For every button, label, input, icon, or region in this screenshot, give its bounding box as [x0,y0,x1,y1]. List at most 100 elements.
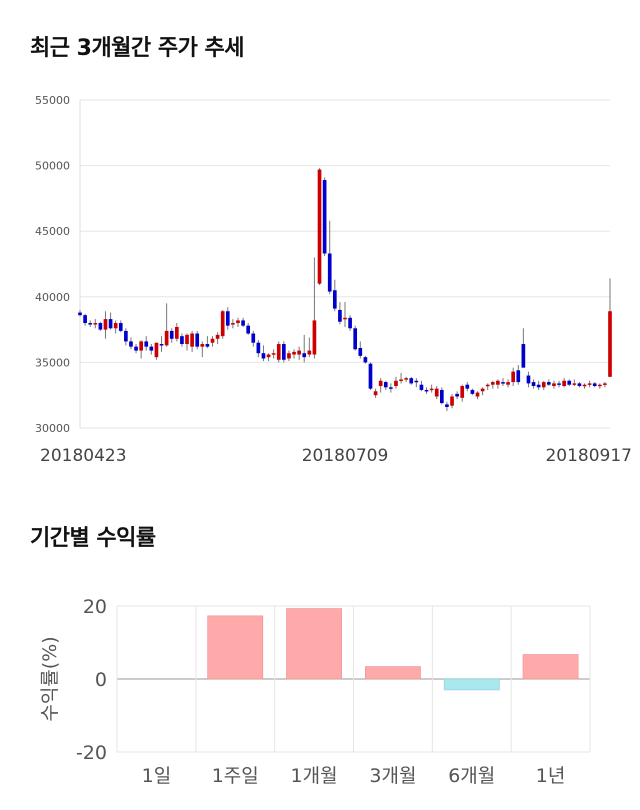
candle-body [348,317,352,329]
candle-body [98,323,103,330]
period-return-title: 기간별 수익률 [30,526,156,551]
y-tick-label: -20 [76,742,107,764]
candle-body [587,383,592,385]
candle-body [516,370,521,383]
candle-body [521,344,526,368]
candle-body [434,388,439,397]
y-tick-label: 20 [83,596,107,618]
return-bar [443,678,500,691]
y-axis-label: 수익률(%) [39,636,61,721]
candle-body [608,311,612,377]
candle-body [429,388,434,391]
candle-body [205,344,210,347]
candle-body [597,384,602,387]
candle-body [424,389,429,392]
candle-body [292,351,296,355]
candle-body [231,323,235,325]
candle-body [225,311,230,326]
candle-body [373,391,378,396]
candle-body [195,333,200,347]
return-bar [286,608,342,680]
candle-body [592,383,597,387]
candle-body [312,320,317,355]
candle-body [490,382,495,385]
candle-body [266,354,271,358]
candle-body [282,344,286,360]
return-bar [207,615,264,680]
y-tick-label: 30000 [35,422,70,435]
candle-body [455,393,459,397]
candle-body [552,383,556,387]
candle-body [496,380,500,385]
candle-body [338,309,342,322]
x-tick-label: 3개월 [369,765,416,787]
candle-body [129,341,133,347]
candle-body [169,330,174,339]
candle-body [287,353,291,359]
candle-body [124,330,128,342]
candle-body [480,388,485,392]
candle-body [302,353,307,358]
candle-body [134,346,138,351]
period-return-bar-chart: 20 0 -20 수익률(%) 1일 1주일 1개월 3개월 6개월 1년 [39,596,591,787]
price-trend-title: 최근 3개월간 주가 추세 [30,36,244,61]
candle-body [470,389,475,394]
candle-body [139,341,143,351]
candle-body [536,384,541,388]
candle-body [118,323,123,331]
candle-body [475,392,480,397]
candle-body [78,312,82,316]
return-bar [522,654,579,680]
candle-body [297,350,301,355]
candle-body [572,383,577,385]
candle-body [353,328,358,350]
candle-body [332,290,337,309]
candle-body [541,382,546,388]
y-tick-label: 35000 [35,356,70,369]
y-tick-label: 50000 [35,160,70,173]
candle-body [506,382,510,385]
candle-body [531,382,536,387]
candle-body [389,387,393,389]
candle-body [582,384,587,387]
candle-body [256,342,261,354]
candle-body [103,319,108,330]
candle-body [399,379,403,381]
candle-body [460,386,465,398]
candle-body [450,396,454,406]
x-tick-label: 1일 [142,765,172,787]
y-tick-label: 0 [95,669,107,691]
candle-body [108,319,113,329]
candle-body [465,384,470,389]
candle-body [220,311,225,337]
return-bar [365,666,421,680]
candle-body [445,404,449,408]
candle-body [511,371,516,383]
candle-body [322,180,327,254]
candle-body [327,253,332,292]
candle-body [439,389,444,404]
candle-body [154,342,159,358]
candle-body [404,378,408,380]
candle-body [394,380,398,387]
candle-body [190,333,194,347]
candle-body [210,338,215,343]
candle-body [159,344,164,346]
candle-body [174,326,179,339]
candle-body [363,357,368,363]
candle-body [93,323,98,325]
candle-body [557,383,561,385]
candle-body [149,346,154,351]
candle-body [113,323,118,329]
y-tick-label: 40000 [35,291,70,304]
x-tick-label: 20180917 [545,446,632,466]
candle-body [236,320,240,324]
candle-body [358,347,363,356]
candle-body [251,333,256,343]
candle-body [317,169,322,284]
candle-body [547,382,551,385]
candle-body [419,384,424,390]
candle-body [343,317,347,320]
y-tick-label: 45000 [35,225,70,238]
candle-body [200,344,205,347]
